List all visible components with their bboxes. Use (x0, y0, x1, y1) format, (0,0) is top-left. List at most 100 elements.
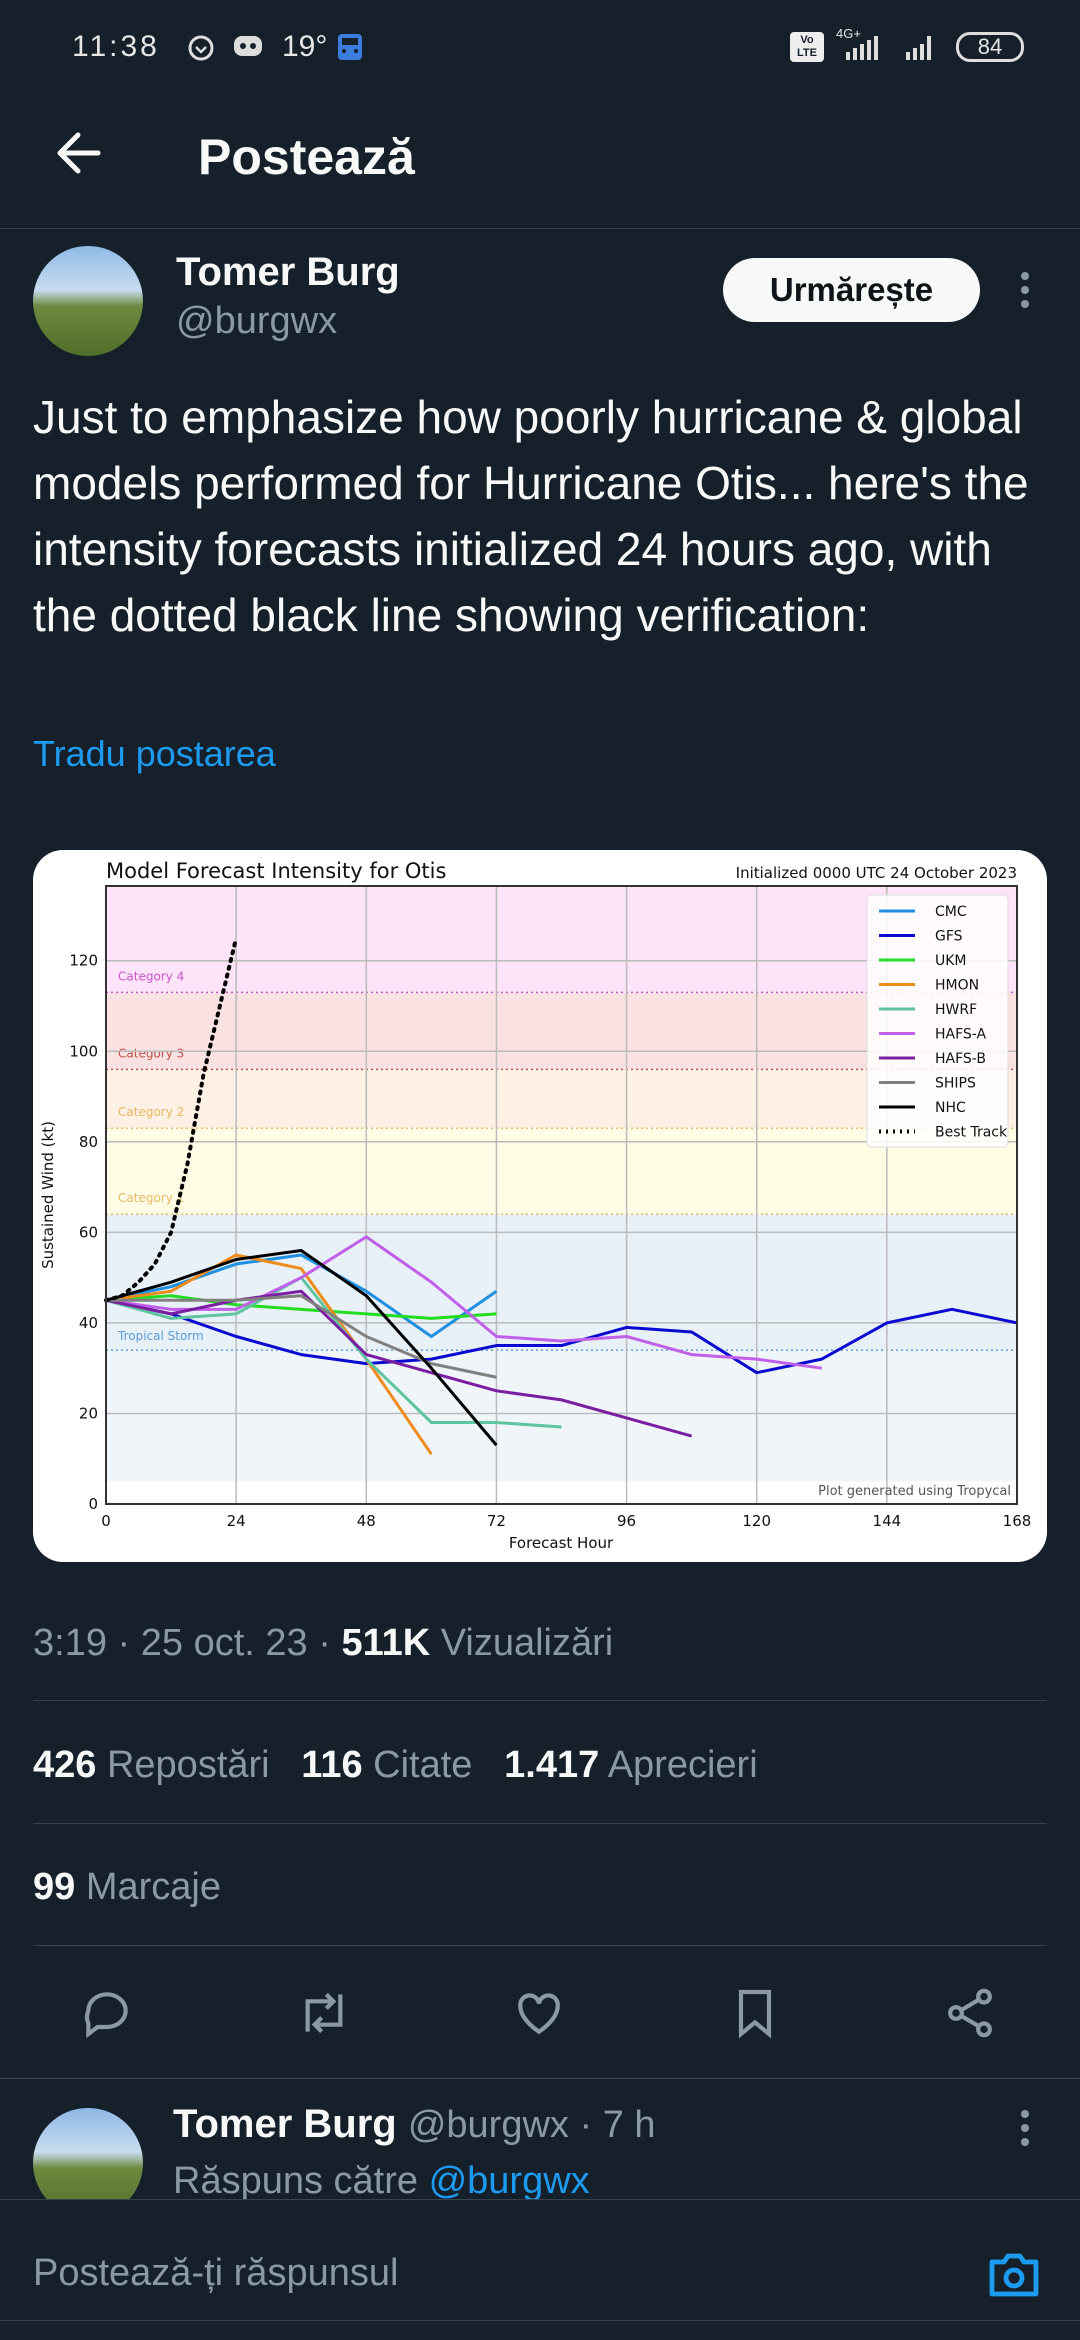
reply-icon[interactable] (79, 1985, 135, 2041)
series-line-ukm (105, 1294, 497, 1320)
quotes-count: 116 (301, 1744, 363, 1786)
plot-frame (105, 885, 1018, 1505)
bookmarks-label: Marcaje (85, 1866, 221, 1908)
category-label: Category 4 (118, 969, 184, 983)
page-title: Postează (198, 129, 415, 185)
legend-label: HWRF (935, 1002, 977, 1018)
series-line-hafs-a (105, 1235, 822, 1370)
category-label: Category 2 (118, 1105, 184, 1119)
post-image-chart[interactable]: Tropical Storm Category 1 Category 2 Catego… (33, 850, 1047, 1562)
car-icon (338, 34, 362, 60)
bookmark-icon[interactable] (727, 1985, 783, 2041)
y-tick-label: 80 (79, 1133, 98, 1151)
weather-temp: 19° (282, 30, 328, 63)
legend-label: UKM (935, 953, 967, 969)
reposts-stat[interactable]: 426 Repostări (33, 1744, 270, 1786)
divider (0, 228, 1080, 229)
x-tick-label: 48 (357, 1512, 376, 1530)
likes-stat[interactable]: 1.417 Aprecieri (504, 1744, 758, 1786)
y-tick-label: 100 (69, 1042, 98, 1060)
legend-label: SHIPS (935, 1076, 976, 1092)
likes-label: Aprecieri (607, 1744, 758, 1786)
intensity-band (106, 1069, 1017, 1129)
reply-header: Tomer Burg @burgwx · 7 h (173, 2102, 656, 2146)
series-line-gfs (105, 1298, 1018, 1375)
post-date: 25 oct. 23 (140, 1622, 308, 1664)
reply-more-options-icon[interactable] (1014, 2108, 1036, 2148)
post-text: Just to emphasize how poorly hurricane &… (33, 391, 1029, 641)
replying-to: Răspuns către @burgwx (173, 2160, 590, 2203)
x-tick-label: 72 (487, 1512, 506, 1530)
legend-label: NHC (935, 1100, 966, 1116)
reply-composer: Postează-ți răspunsul (0, 2199, 1080, 2340)
post-time: 3:19 (33, 1622, 107, 1664)
author-name[interactable]: Tomer Burg (176, 250, 400, 294)
series-line-best-track (104, 936, 239, 1303)
intensity-band (106, 1128, 1017, 1215)
views-count: 511K (341, 1622, 431, 1664)
divider (0, 2078, 1080, 2079)
legend-label: Best Track (935, 1125, 1008, 1141)
legend-label: CMC (935, 904, 967, 920)
like-icon[interactable] (511, 1985, 567, 2041)
alarm-icon (188, 35, 214, 61)
reply-author-name[interactable]: Tomer Burg (173, 2102, 397, 2146)
x-tick-label: 144 (873, 1512, 902, 1530)
series-line-cmc (105, 1253, 498, 1338)
discord-icon (234, 36, 262, 56)
y-tick-label: 40 (79, 1314, 98, 1332)
category-label: Category 1 (118, 1191, 184, 1205)
translate-link[interactable]: Tradu postarea (33, 733, 276, 774)
quotes-label: Citate (373, 1744, 473, 1786)
author-handle[interactable]: @burgwx (176, 300, 338, 342)
volte-icon: Vo LTE (790, 32, 824, 62)
camera-icon[interactable] (986, 2250, 1042, 2300)
y-tick-label: 60 (79, 1223, 98, 1241)
reposts-label: Repostări (106, 1744, 270, 1786)
more-options-icon[interactable] (1014, 270, 1036, 310)
bookmarks-count: 99 (33, 1866, 76, 1908)
series-line-hwrf (105, 1276, 562, 1429)
x-axis-label: Forecast Hour (509, 1534, 614, 1552)
chart-footnote: Plot generated using Tropycal (818, 1484, 1011, 1499)
reply-author-handle[interactable]: @burgwx (407, 2104, 569, 2146)
intensity-band (106, 992, 1017, 1070)
y-tick-label: 120 (69, 952, 98, 970)
legend-label: HMON (935, 978, 979, 994)
status-time: 11:38 (72, 30, 160, 63)
battery-indicator: 84 (956, 32, 1024, 62)
bookmarks-stat[interactable]: 99 Marcaje (33, 1866, 221, 1909)
y-axis-label: Sustained Wind (kt) (39, 1121, 57, 1269)
legend-label: GFS (935, 929, 963, 945)
network-type: 4G+ (836, 26, 861, 41)
repost-icon[interactable] (296, 1985, 352, 2041)
series-line-hmon (105, 1253, 433, 1456)
author-avatar[interactable] (33, 246, 143, 356)
replying-to-handle[interactable]: @burgwx (428, 2160, 590, 2202)
legend-label: HAFS-A (935, 1027, 987, 1043)
legend-label: HAFS-B (935, 1051, 986, 1067)
chart-subtitle: Initialized 0000 UTC 24 October 2023 (736, 864, 1017, 882)
divider (0, 2320, 1080, 2321)
replying-to-label: Răspuns către (173, 2160, 419, 2202)
quotes-stat[interactable]: 116 Citate (301, 1744, 472, 1786)
status-bar: 11:38 19° Vo LTE 4G+ 84 (0, 22, 1080, 72)
y-tick-label: 0 (88, 1495, 98, 1513)
back-arrow-icon[interactable] (52, 128, 104, 178)
series-line-hafs-b (105, 1289, 693, 1438)
likes-count: 1.417 (504, 1744, 600, 1786)
series-line-ships (106, 1294, 497, 1379)
category-label: Tropical Storm (117, 1329, 204, 1343)
x-tick-label: 96 (617, 1512, 636, 1530)
chart-title: Model Forecast Intensity for Otis (106, 859, 446, 883)
divider (33, 1945, 1047, 1946)
divider (33, 1700, 1047, 1701)
share-icon[interactable] (942, 1985, 998, 2041)
category-label: Category 3 (118, 1046, 184, 1060)
reply-input[interactable]: Postează-ți răspunsul (33, 2252, 399, 2294)
views-label: Vizualizări (440, 1622, 614, 1664)
reply-age: 7 h (602, 2104, 656, 2146)
follow-button[interactable]: Urmărește (723, 258, 980, 322)
x-tick-label: 0 (101, 1512, 111, 1530)
intensity-band (106, 1214, 1017, 1351)
